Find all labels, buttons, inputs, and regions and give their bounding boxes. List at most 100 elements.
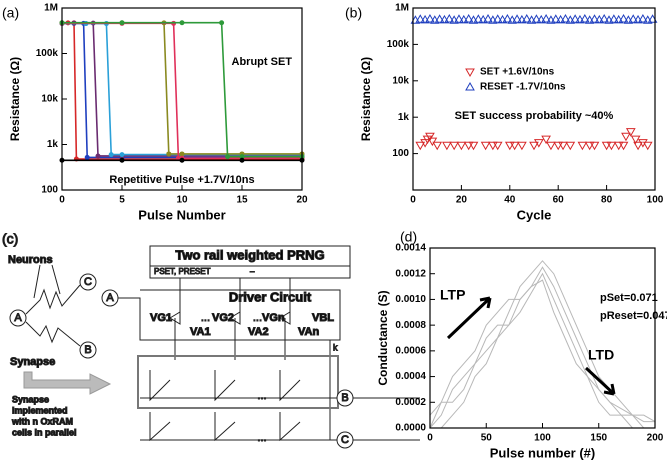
point: [509, 141, 520, 151]
point: [642, 141, 653, 151]
point: [454, 14, 464, 23]
point: [427, 137, 438, 147]
ltp-arrow: [446, 296, 492, 340]
node-label: C: [341, 434, 349, 446]
point: [541, 135, 551, 145]
arrow: [23, 371, 112, 395]
point: [463, 141, 474, 151]
point: [95, 153, 101, 159]
dots: ...: [257, 390, 266, 402]
cell-group: [137, 355, 339, 409]
point: [618, 141, 629, 151]
note: implemented: [12, 405, 68, 415]
point: [468, 141, 479, 151]
x-tick-label: 150: [590, 433, 607, 444]
point: [589, 141, 600, 151]
legend-marker: [465, 81, 475, 91]
point: [579, 13, 590, 23]
point: [449, 141, 460, 151]
point: [456, 141, 467, 151]
dots: ...: [253, 312, 262, 324]
point: [512, 14, 522, 23]
point: [504, 141, 515, 151]
x-tick-label: 0: [410, 195, 416, 206]
legend-label: RESET -1.7V/10ns: [480, 82, 566, 93]
x-axis-label: Pulse number (#): [490, 445, 595, 460]
y-tick-label: 10k: [392, 75, 409, 86]
node-label: A: [106, 292, 114, 304]
line: [62, 22, 302, 157]
plot-frame: [61, 7, 303, 191]
synapse-label: Synapse: [10, 356, 55, 368]
point: [415, 141, 426, 151]
prng-label: Two rail weighted PRNG: [175, 247, 324, 262]
node: [79, 273, 97, 291]
line: [430, 260, 656, 429]
point: [541, 13, 551, 23]
point: [425, 132, 435, 142]
x-tick-label: 80: [601, 195, 613, 206]
y-axis-label: Conductance (S): [376, 290, 390, 385]
point: [630, 135, 641, 145]
y-tick-label: 1k: [398, 112, 410, 123]
anode-label: VA2: [248, 326, 269, 338]
node: [336, 431, 354, 449]
point: [589, 14, 600, 23]
y-tick-label: 1M: [395, 3, 409, 14]
point: [179, 20, 185, 26]
point: [608, 14, 619, 23]
point: [442, 141, 452, 151]
point: [119, 157, 125, 163]
point: [601, 141, 612, 151]
point: [480, 141, 491, 151]
point: [565, 141, 576, 151]
annotation: LTP: [440, 287, 465, 303]
annotation: Repetitive Pulse +1.7V/10ns: [109, 174, 254, 186]
prng-inputs-label: PSET, PRESET: [154, 267, 211, 276]
y-tick-label: 0.0008: [395, 320, 426, 331]
point: [415, 14, 426, 23]
node-label: B: [341, 392, 348, 404]
point: [108, 152, 114, 158]
point: [119, 20, 125, 26]
point: [502, 13, 513, 23]
y-tick-label: 0.0000: [395, 423, 426, 434]
x-tick-label: 5: [119, 195, 125, 206]
x-tick-label: 200: [647, 433, 664, 444]
cells: [140, 370, 420, 442]
point: [239, 154, 245, 160]
note: cells in parallel: [12, 427, 77, 437]
annotation: Abrupt SET: [232, 56, 293, 68]
point: [84, 154, 90, 160]
gate-label: VG1: [150, 312, 172, 324]
x-axis-label: Cycle: [517, 207, 552, 222]
y-tick-label: 0.0010: [395, 294, 426, 305]
anode-label: VA1: [190, 326, 211, 338]
point: [432, 141, 443, 151]
point: [463, 13, 474, 23]
point: [434, 14, 445, 23]
legend-marker: [465, 68, 475, 78]
panel-label: (a): [2, 5, 19, 21]
x-tick-label: 20: [296, 195, 308, 206]
point: [492, 141, 503, 151]
note: with n OxRAM: [11, 416, 73, 426]
point: [628, 14, 639, 23]
plot-frame: [412, 7, 656, 191]
line: [429, 279, 655, 429]
driver-label: Driver Circuit: [229, 289, 312, 304]
gate-label: VGn: [262, 312, 285, 324]
y-tick-label: 0.0002: [395, 397, 426, 408]
prng-inputs: [149, 265, 351, 279]
anode-label: VAn: [298, 326, 319, 338]
point: [533, 139, 544, 148]
point: [638, 13, 648, 23]
dots: ...: [257, 432, 266, 444]
y-tick-label: 100k: [36, 48, 59, 59]
panel-label: (b): [345, 5, 362, 21]
point: [529, 141, 539, 151]
y-tick-label: 100: [41, 185, 58, 196]
x-tick-label: 100: [647, 195, 664, 206]
line: [429, 266, 655, 429]
x-tick-label: 0: [427, 433, 433, 444]
